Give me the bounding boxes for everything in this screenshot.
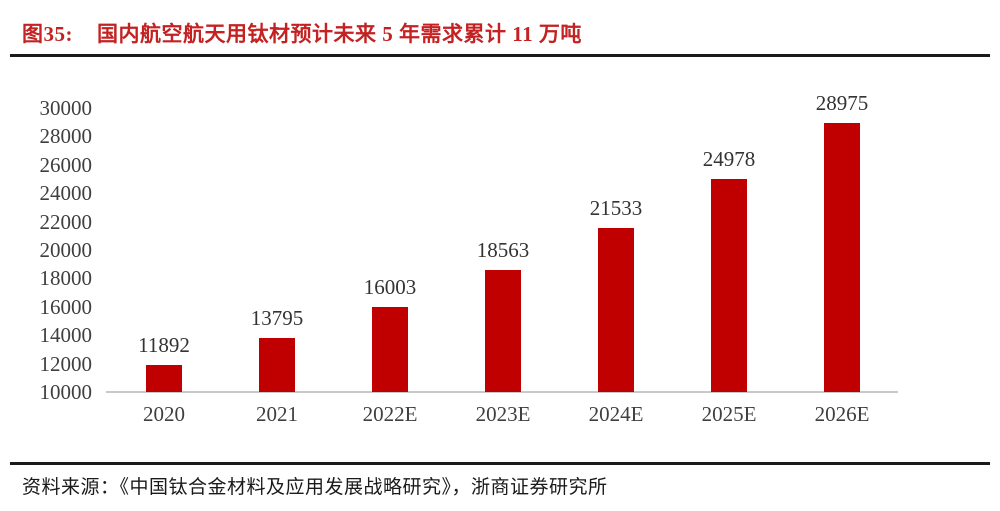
bar-value-label: 11892 — [138, 333, 190, 358]
y-tick-label: 30000 — [39, 96, 93, 120]
bar-chart: 10000 12000 14000 16000 18000 20000 22000 24000… — [0, 60, 1000, 460]
source-note: 资料来源：《中国钛合金材料及应用发展战略研究》，浙商证券研究所 — [22, 477, 608, 498]
bar — [259, 338, 295, 392]
figure-title: 国内航空航天用钛材预计未来 5 年需求累计 11 万吨 — [97, 22, 582, 46]
x-tick-label: 2022E — [362, 402, 418, 426]
bar-value-label: 18563 — [476, 238, 530, 263]
title-divider-line — [10, 54, 990, 57]
bar-value-label: 13795 — [250, 306, 304, 331]
bar — [711, 179, 747, 392]
y-tick-label: 26000 — [39, 152, 93, 177]
bar — [598, 228, 634, 392]
y-tick-label: 20000 — [39, 238, 93, 262]
y-tick-label: 14000 — [39, 323, 93, 348]
bar-value-label: 21533 — [589, 196, 643, 221]
bar-value-label: 16003 — [363, 274, 417, 299]
x-tick-label: 2026E — [814, 402, 870, 426]
bar — [146, 365, 182, 392]
bar — [824, 122, 860, 392]
y-tick-label: 12000 — [39, 351, 93, 376]
figure-number-label: 图35: — [22, 22, 73, 46]
bar-value-label: 28975 — [815, 90, 869, 115]
bar — [485, 270, 521, 392]
bar-value-label: 24978 — [702, 147, 756, 172]
y-tick-label: 18000 — [39, 266, 93, 291]
bar — [372, 306, 408, 392]
x-tick-label: 2023E — [475, 402, 531, 426]
x-tick-label: 2021 — [256, 402, 298, 426]
y-tick-label: 22000 — [39, 209, 93, 234]
x-tick-label: 2020 — [143, 402, 185, 426]
source-divider-line — [10, 462, 990, 465]
x-axis-line — [106, 391, 898, 393]
x-tick-label: 2025E — [701, 402, 757, 426]
y-tick-label: 16000 — [39, 294, 93, 319]
y-tick-label: 24000 — [39, 181, 93, 206]
x-tick-label: 2024E — [588, 402, 644, 426]
y-tick-label: 28000 — [39, 124, 93, 149]
y-tick-label: 10000 — [39, 380, 93, 404]
figure-header: 图35: 国内航空航天用钛材预计未来 5 年需求累计 11 万吨 — [22, 18, 582, 48]
